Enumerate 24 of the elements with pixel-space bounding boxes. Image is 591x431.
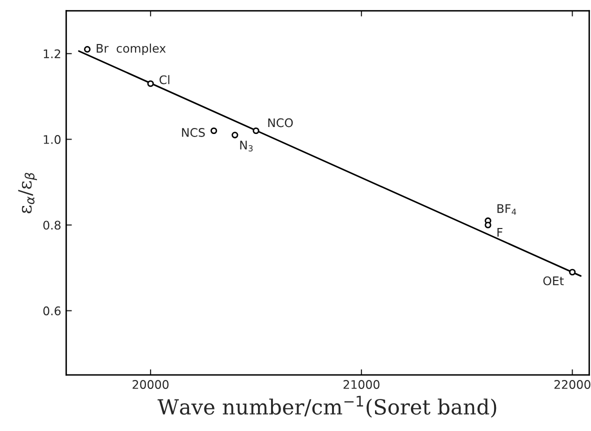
point <box>147 80 154 87</box>
x-tick-label: 21000 <box>344 380 380 389</box>
annotation: Cl <box>160 75 170 84</box>
annotation: N$_{3}$ <box>240 140 253 152</box>
y-tick-label: 1.2 <box>44 49 60 58</box>
point <box>484 222 492 228</box>
point <box>84 46 91 53</box>
annotation: Br complex <box>96 44 166 56</box>
x-tick-label: 20000 <box>132 380 169 389</box>
y-tick-label: 1.0 <box>44 135 61 144</box>
y-axis-title: ε$_{α}$/ε$_{β}$ <box>18 172 37 214</box>
point <box>569 268 576 276</box>
point <box>252 127 260 134</box>
annotation: NCS <box>182 128 205 137</box>
y-tick-label: 0.8 <box>43 220 61 230</box>
point <box>210 127 218 134</box>
point <box>232 132 238 138</box>
annotation: NCO <box>268 118 293 128</box>
x-tick-label: 22000 <box>554 380 590 389</box>
annotation: BF$_{4}$ <box>497 204 516 215</box>
y-tick-label: 0.6 <box>43 306 61 316</box>
annotation: OEt <box>543 276 564 286</box>
x-axis-title: Wave number/cm$^{−1}$(Soret band) <box>158 396 496 418</box>
annotation: F <box>497 228 502 237</box>
